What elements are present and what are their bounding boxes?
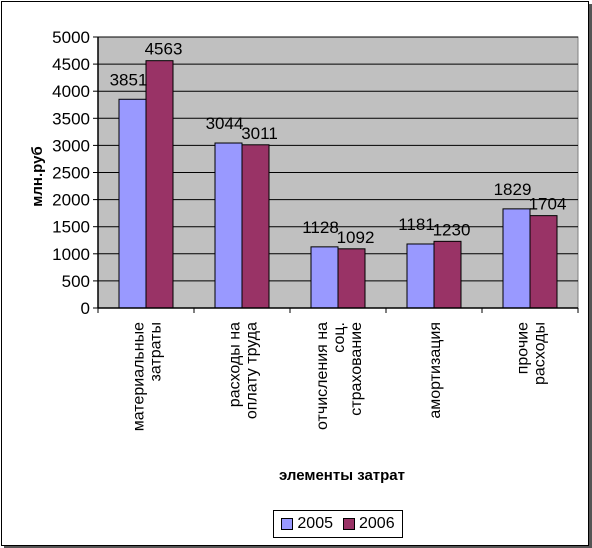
- legend-item-2005: 2005: [281, 515, 333, 533]
- y-tick-label: 4000: [52, 82, 90, 101]
- category-labels: материальные затраты расходы на оплату труд…: [97, 308, 579, 431]
- bar-2005: [118, 98, 147, 309]
- y-tick-label: 2000: [52, 191, 90, 210]
- y-tick-label: 1500: [52, 218, 90, 237]
- data-label-2005: 1829: [494, 180, 532, 199]
- bar-2005: [214, 142, 243, 309]
- bar-2006: [529, 215, 558, 309]
- category-label: отчисления на соц. страхование: [314, 322, 365, 430]
- legend-item-2006: 2006: [343, 515, 395, 533]
- category-label-line: прочие: [515, 322, 532, 374]
- y-tick-label: 3500: [52, 109, 90, 128]
- bar-2005: [502, 208, 531, 309]
- data-label-2005: 1128: [302, 218, 339, 237]
- category-label-line: отчисления на: [314, 322, 331, 430]
- y-axis-title: млн.руб: [29, 146, 46, 206]
- bar-2006: [433, 240, 462, 309]
- bar-2006: [241, 144, 270, 309]
- category-label: материальные затраты: [131, 322, 165, 431]
- bar-2005: [310, 246, 339, 309]
- y-tick-label: 0: [81, 299, 90, 318]
- category-label: прочие расходы: [515, 322, 549, 385]
- bar-2006: [337, 248, 366, 309]
- y-tick-label: 5000: [52, 28, 90, 47]
- category-label-line: затраты: [148, 322, 165, 381]
- y-tick-label: 2500: [52, 164, 90, 183]
- y-tick-label: 3000: [52, 136, 90, 155]
- data-label-2006: 1092: [337, 228, 375, 247]
- data-label-2006: 4563: [145, 40, 183, 59]
- category-label-line: расходы: [532, 322, 549, 385]
- y-tick-label: 1000: [52, 245, 90, 264]
- legend-label-2006: 2006: [359, 515, 395, 532]
- x-axis-title: элементы затрат: [279, 467, 405, 484]
- category-label-line: материальные: [131, 322, 148, 431]
- category-label-line: расходы на: [227, 322, 244, 407]
- legend-swatch-2005: [281, 518, 294, 530]
- category-label: амортизация: [427, 322, 444, 419]
- category-label-line: соц.: [331, 322, 348, 353]
- y-tick-label: 4500: [52, 55, 90, 74]
- data-label-2006: 1230: [433, 220, 471, 239]
- legend-label-2005: 2005: [297, 515, 333, 532]
- data-label-2005: 3044: [206, 114, 244, 133]
- category-label-line: оплату труда: [244, 322, 261, 419]
- bars: [118, 60, 558, 309]
- data-label-2006: 1704: [529, 195, 567, 214]
- data-label-2005: 3851: [110, 70, 148, 89]
- y-tick-label: 500: [62, 272, 90, 291]
- data-label-2005: 1181: [398, 215, 435, 234]
- legend: 2005 2006: [273, 510, 403, 538]
- category-label-line: амортизация: [427, 322, 444, 419]
- bar-2006: [145, 60, 174, 309]
- category-label-line: страхование: [348, 322, 365, 416]
- y-axis-ticks: 0 500 1000 1500 2000 2500 3000 3500 4000 4500 5000: [52, 28, 98, 318]
- data-label-2006: 3011: [241, 124, 278, 143]
- bar-2005: [406, 243, 435, 309]
- gridlines: [98, 36, 578, 282]
- legend-swatch-2006: [343, 518, 355, 530]
- category-label: расходы на оплату труда: [227, 322, 261, 419]
